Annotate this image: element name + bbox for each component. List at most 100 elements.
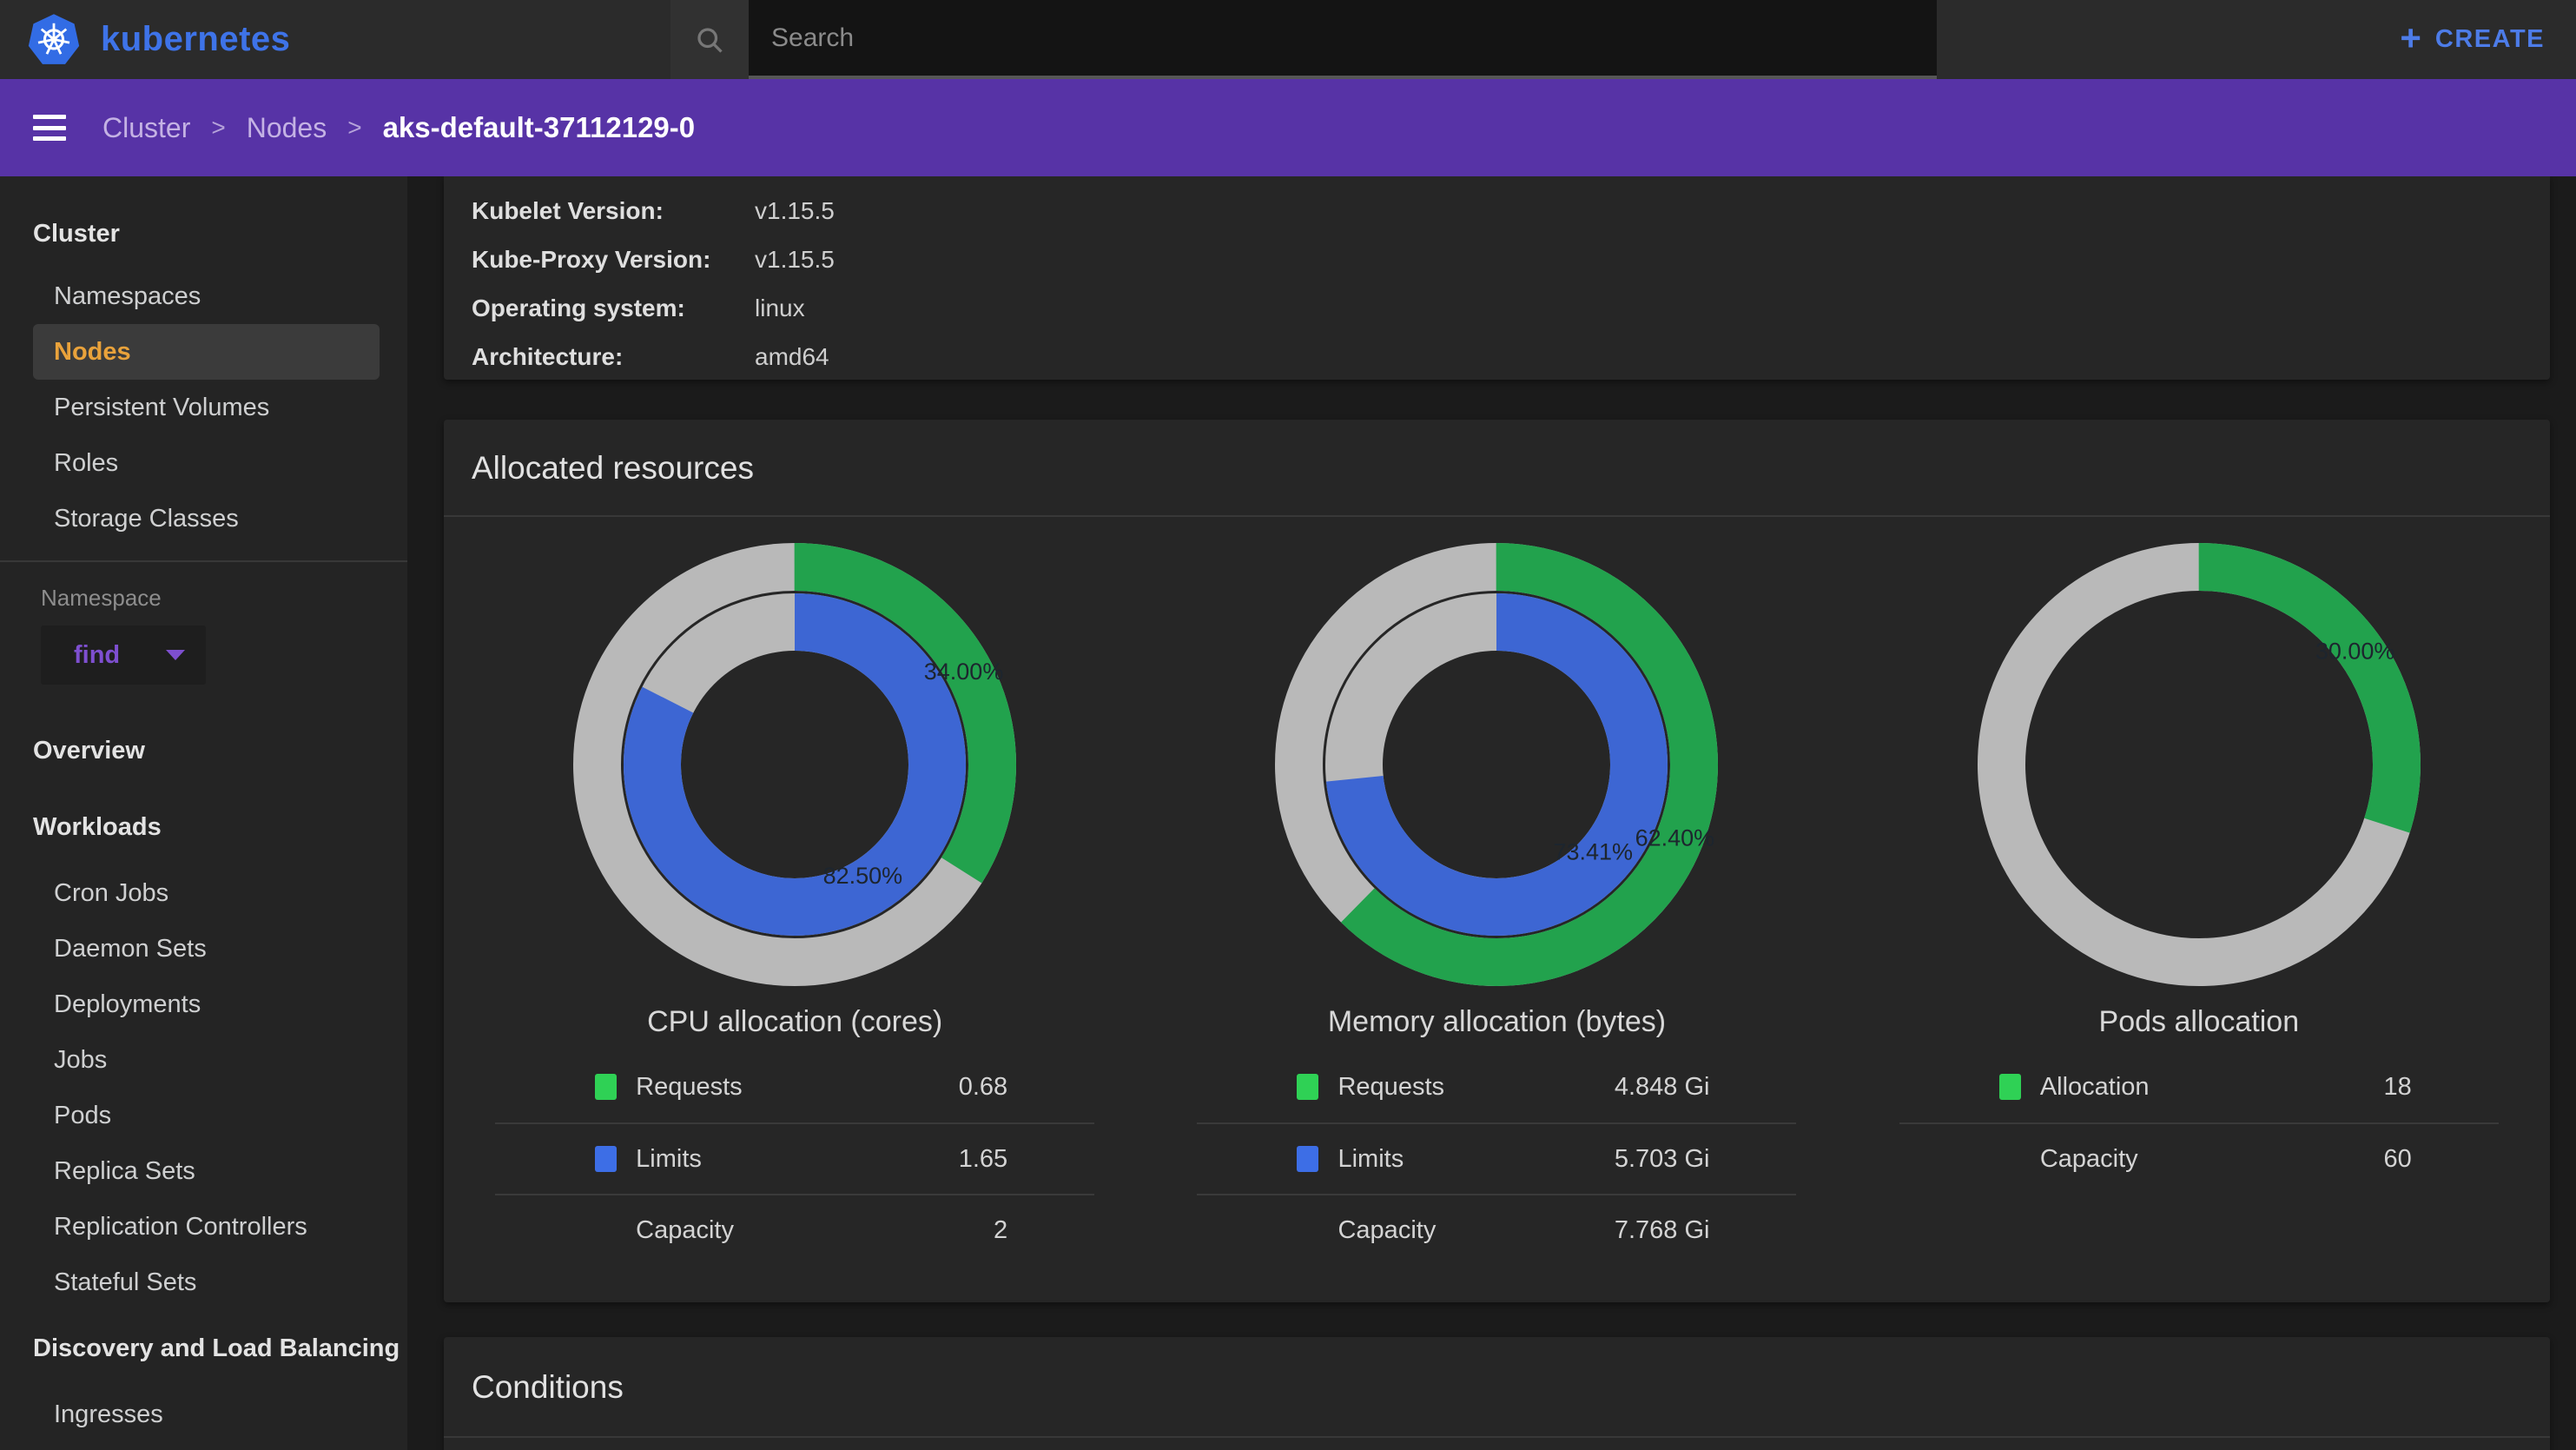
sidebar-item-roles[interactable]: Roles <box>54 449 119 477</box>
legend-label: Capacity <box>1338 1215 1437 1244</box>
legend-value: 7.768 Gi <box>1614 1215 1710 1244</box>
sidebar-divider <box>0 560 407 562</box>
namespace-label: Namespace <box>41 585 162 611</box>
namespace-value: find <box>74 640 121 669</box>
legend-row-capacity: Capacity 7.768 Gi <box>1197 1194 1797 1265</box>
chart-legend: Allocation 18 Capacity 60 <box>1899 1051 2499 1194</box>
chart-pods-allocation: 30.00% Pods allocation Allocation 18 Capacit… <box>1848 517 2550 1265</box>
breadcrumb-current: aks-default-37112129-0 <box>382 111 696 143</box>
sidebar-item-replica-sets[interactable]: Replica Sets <box>54 1157 195 1185</box>
legend-swatch-blue <box>1297 1146 1319 1172</box>
breadcrumb-bar: Cluster > Nodes > aks-default-37112129-0 <box>0 79 2576 176</box>
sidebar-item-overview[interactable]: Overview <box>33 737 145 765</box>
sidebar-section-discovery: Discovery and Load Balancing <box>33 1334 400 1362</box>
chart-legend: Requests 4.848 Gi Limits 5.703 Gi Capacity 7.… <box>1197 1051 1797 1265</box>
sidebar-item-deployments[interactable]: Deployments <box>54 990 201 1018</box>
brand-wordmark: kubernetes <box>101 20 291 58</box>
sidebar-item-daemon-sets[interactable]: Daemon Sets <box>54 935 207 963</box>
sidebar-item-storage-classes[interactable]: Storage Classes <box>54 505 239 533</box>
legend-swatch-empty <box>595 1217 617 1243</box>
chart-legend: Requests 0.68 Limits 1.65 Capacity 2 <box>495 1051 1095 1265</box>
percent-label: 82.50% <box>823 863 903 889</box>
legend-value: 60 <box>2383 1144 2412 1173</box>
top-header: kubernetes + CREATE <box>0 0 2576 79</box>
legend-row-limits: Limits 1.65 <box>495 1122 1095 1194</box>
breadcrumb-item-nodes[interactable]: Nodes <box>246 111 327 143</box>
chevron-down-icon <box>166 650 185 660</box>
legend-label: Limits <box>1338 1144 1404 1173</box>
legend-swatch-green <box>595 1074 618 1100</box>
plus-icon: + <box>2400 17 2421 58</box>
legend-value: 2 <box>994 1215 1008 1244</box>
search-bar <box>670 0 1937 79</box>
legend-row-requests: Requests 4.848 Gi <box>1197 1051 1796 1122</box>
legend-value: 4.848 Gi <box>1614 1072 1710 1101</box>
donut-chart: 62.40%73.41% <box>1275 543 1719 986</box>
percent-label: 62.40% <box>1635 824 1715 851</box>
sidebar-item-pods[interactable]: Pods <box>54 1102 112 1129</box>
node-info-row: Kubelet Version: v1.15.5 <box>472 187 2522 235</box>
conditions-card: Conditions <box>444 1337 2550 1450</box>
sidebar-item-persistent-volumes[interactable]: Persistent Volumes <box>54 394 270 421</box>
main-content: Kubelet Version: v1.15.5 Kube-Proxy Versio… <box>407 176 2576 1450</box>
breadcrumb-item-cluster[interactable]: Cluster <box>102 111 191 143</box>
sidebar-section-workloads: Workloads <box>33 813 162 841</box>
sidebar-item-nodes[interactable]: Nodes <box>33 324 380 380</box>
legend-value: 18 <box>2383 1072 2412 1101</box>
legend-swatch-empty <box>1999 1146 2021 1172</box>
menu-icon[interactable] <box>33 115 66 141</box>
legend-row-requests: Requests 0.68 <box>495 1051 1094 1122</box>
brand[interactable]: kubernetes <box>26 0 290 79</box>
allocation-charts: 34.00% 82.50% CPU allocation (cores) Reques… <box>444 517 2550 1265</box>
legend-swatch-empty <box>1297 1217 1318 1243</box>
breadcrumb: Cluster > Nodes > aks-default-37112129-0 <box>102 111 695 144</box>
sidebar-item-jobs[interactable]: Jobs <box>54 1046 108 1074</box>
allocated-resources-card: Allocated resources 34.00% 82.50% CPU allo… <box>444 420 2550 1302</box>
sidebar-item-ingresses[interactable]: Ingresses <box>54 1400 163 1428</box>
chart-title: Pods allocation <box>2098 1005 2300 1038</box>
legend-row-limits: Limits 5.703 Gi <box>1197 1122 1797 1194</box>
legend-swatch-green <box>1297 1074 1319 1100</box>
sidebar-item-cron-jobs[interactable]: Cron Jobs <box>54 879 169 907</box>
node-info-value: v1.15.5 <box>755 197 835 224</box>
chart-memory-allocation-bytes-: 62.40% 73.41% Memory allocation (bytes) Req… <box>1146 517 1847 1265</box>
legend-label: Limits <box>636 1144 702 1173</box>
donut-chart: 30.00% <box>1977 543 2421 986</box>
search-icon[interactable] <box>670 0 749 79</box>
chevron-right-icon: > <box>211 114 226 141</box>
chart-cpu-allocation-cores-: 34.00% 82.50% CPU allocation (cores) Reques… <box>444 517 1146 1265</box>
conditions-title: Conditions <box>444 1337 2550 1438</box>
node-info-card: Kubelet Version: v1.15.5 Kube-Proxy Versio… <box>444 176 2550 380</box>
percent-label: 73.41% <box>1554 839 1634 865</box>
chart-title: CPU allocation (cores) <box>647 1005 943 1038</box>
legend-label: Capacity <box>2039 1144 2138 1173</box>
sidebar-section-cluster: Cluster <box>33 220 120 248</box>
create-button[interactable]: + CREATE <box>2400 17 2545 58</box>
sidebar-item-replication-controllers[interactable]: Replication Controllers <box>54 1213 307 1241</box>
node-info-value: v1.15.5 <box>755 246 835 273</box>
legend-label: Requests <box>636 1072 743 1101</box>
node-info-label: Kubelet Version: <box>472 197 664 224</box>
legend-value: 1.65 <box>958 1144 1008 1173</box>
chart-title: Memory allocation (bytes) <box>1327 1005 1667 1038</box>
node-info-label: Kube-Proxy Version: <box>472 246 711 273</box>
chevron-right-icon: > <box>347 114 362 141</box>
node-info-value: amd64 <box>755 343 829 370</box>
node-info-value: linux <box>755 295 805 321</box>
legend-row-capacity: Capacity 60 <box>1899 1122 2499 1194</box>
legend-label: Allocation <box>2039 1072 2150 1101</box>
sidebar-item-namespaces[interactable]: Namespaces <box>54 282 201 310</box>
sidebar: Cluster Namespaces Nodes Persistent Volume… <box>0 176 407 1450</box>
legend-value: 5.703 Gi <box>1614 1144 1710 1173</box>
legend-swatch-green <box>1998 1074 2021 1100</box>
node-info-row: Kube-Proxy Version: v1.15.5 <box>472 235 2522 284</box>
legend-value: 0.68 <box>958 1072 1008 1101</box>
legend-swatch-blue <box>595 1146 618 1172</box>
namespace-select[interactable]: find <box>41 626 206 685</box>
sidebar-item-stateful-sets[interactable]: Stateful Sets <box>54 1268 197 1296</box>
node-info-label: Operating system: <box>472 295 685 321</box>
legend-label: Requests <box>1338 1072 1444 1101</box>
search-input[interactable] <box>749 23 1937 53</box>
legend-label: Capacity <box>636 1215 734 1244</box>
node-info-row: Architecture: amd64 <box>472 333 2522 381</box>
